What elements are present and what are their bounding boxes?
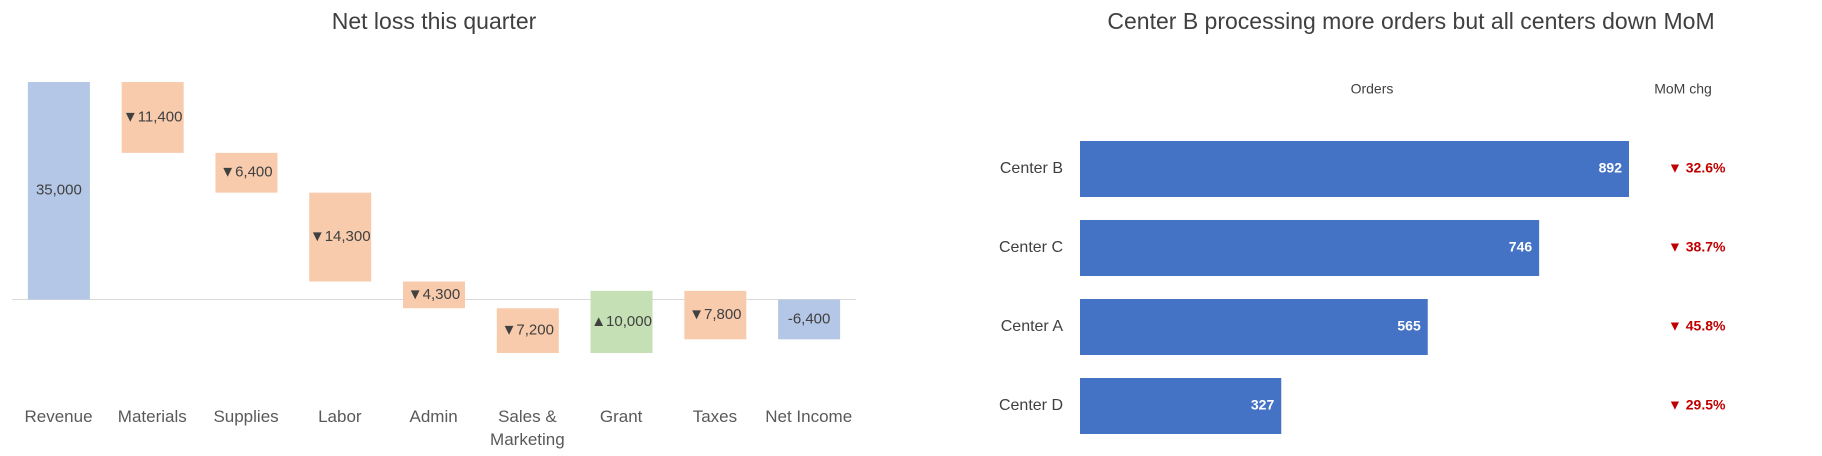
- y-tick-label: Center A: [1001, 318, 1064, 335]
- x-tick-label: Labor: [318, 407, 362, 426]
- bar: [27, 82, 90, 300]
- bar: [1080, 220, 1540, 276]
- y-tick-label: Center D: [999, 397, 1063, 414]
- bar: [403, 281, 465, 309]
- bar: [684, 290, 747, 340]
- change-label: ▼ 38.7%: [1668, 239, 1726, 255]
- change-label: ▼ 45.8%: [1668, 318, 1726, 334]
- chart-title: Center B processing more orders but all …: [1107, 8, 1714, 34]
- data-label: -6,400: [788, 310, 831, 327]
- x-tick-label: Materials: [117, 407, 187, 426]
- y-tick-label: Center B: [1000, 160, 1063, 177]
- bar: [590, 290, 653, 353]
- data-label: ▼14,300: [310, 228, 371, 245]
- x-tick-label: Net Income: [765, 407, 853, 426]
- data-label: 892: [1599, 160, 1623, 176]
- change-label: ▼ 32.6%: [1668, 160, 1726, 176]
- bar: [309, 192, 372, 282]
- data-label: 746: [1509, 239, 1533, 255]
- chart-title: Net loss this quarter: [332, 8, 537, 34]
- bar: [215, 152, 278, 193]
- data-label: 35,000: [36, 182, 82, 199]
- x-tick-label: Taxes: [692, 407, 738, 426]
- column-header: MoM chg: [1654, 81, 1712, 97]
- bar: [1080, 378, 1282, 434]
- x-tick-label: Grant: [599, 407, 643, 426]
- column-header: Orders: [1351, 81, 1394, 97]
- x-tick-label: Sales & Marketing: [490, 407, 565, 449]
- x-tick-label: Supplies: [213, 407, 279, 426]
- bar: [1080, 299, 1428, 355]
- data-label: ▼4,300: [408, 286, 460, 303]
- bar: [121, 82, 184, 153]
- bar: [496, 308, 559, 353]
- data-label: 565: [1397, 318, 1421, 334]
- data-label: ▼6,400: [220, 164, 272, 181]
- bar: [1080, 141, 1629, 197]
- data-label: ▼7,800: [689, 306, 741, 323]
- bar: [778, 299, 841, 340]
- y-tick-label: Center C: [999, 239, 1063, 256]
- data-label: ▼11,400: [123, 108, 183, 125]
- data-label: ▼7,200: [502, 322, 554, 339]
- data-label: ▲10,000: [591, 313, 652, 330]
- x-tick-label: Admin: [409, 407, 458, 426]
- change-label: ▼ 29.5%: [1668, 397, 1726, 413]
- x-tick-label: Revenue: [24, 407, 93, 426]
- data-label: 327: [1251, 397, 1275, 413]
